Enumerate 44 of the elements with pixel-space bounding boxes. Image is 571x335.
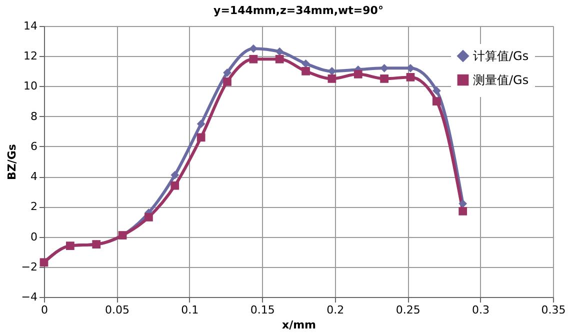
y-tick-label: −2	[21, 260, 38, 274]
x-tick-label: 0.2	[326, 304, 344, 316]
point	[249, 54, 258, 64]
point	[406, 73, 415, 82]
point	[144, 213, 153, 222]
x-tick-label: 0.1	[181, 304, 199, 316]
point	[380, 74, 388, 83]
y-tick-label: 14	[24, 20, 38, 32]
chart-title: y=144mm,z=34mm,wt=90°	[214, 4, 384, 17]
point	[223, 78, 232, 86]
point	[458, 199, 468, 208]
x-tick-label: 0.25	[396, 304, 420, 316]
point	[196, 120, 206, 128]
point	[170, 170, 180, 180]
legend-label: 计算值/Gs	[473, 49, 529, 63]
point	[196, 133, 206, 142]
y-tick-label: 4	[30, 170, 38, 184]
point	[354, 70, 362, 78]
point	[170, 181, 180, 190]
x-tick-label: 0.05	[104, 304, 130, 316]
x-tick-label: 0	[41, 304, 48, 316]
point	[380, 64, 388, 72]
x-axis-title: x/mm	[282, 318, 316, 332]
point	[328, 74, 336, 83]
x-tick-label: 0.35	[541, 304, 566, 316]
y-tick-label: 8	[30, 110, 38, 123]
y-tick-label: −4	[21, 290, 38, 304]
y-tick-label: 2	[30, 200, 38, 214]
x-tick-label: 0.3	[472, 304, 490, 316]
point	[432, 86, 441, 95]
point	[223, 68, 232, 77]
point	[275, 54, 284, 64]
x-tick-label: 0.15	[250, 304, 275, 316]
point	[275, 47, 284, 56]
y-tick-label: 0	[30, 230, 38, 244]
y-tick-label: 10	[24, 80, 38, 93]
point	[432, 97, 441, 106]
legend-label: 测量值/Gs	[473, 73, 529, 87]
y-axis-title: BZ/Gs	[5, 144, 18, 180]
point	[302, 66, 310, 76]
y-tick-label: 6	[30, 140, 38, 153]
point	[302, 59, 310, 68]
point	[458, 207, 468, 216]
y-tick-label: 12	[24, 50, 38, 63]
